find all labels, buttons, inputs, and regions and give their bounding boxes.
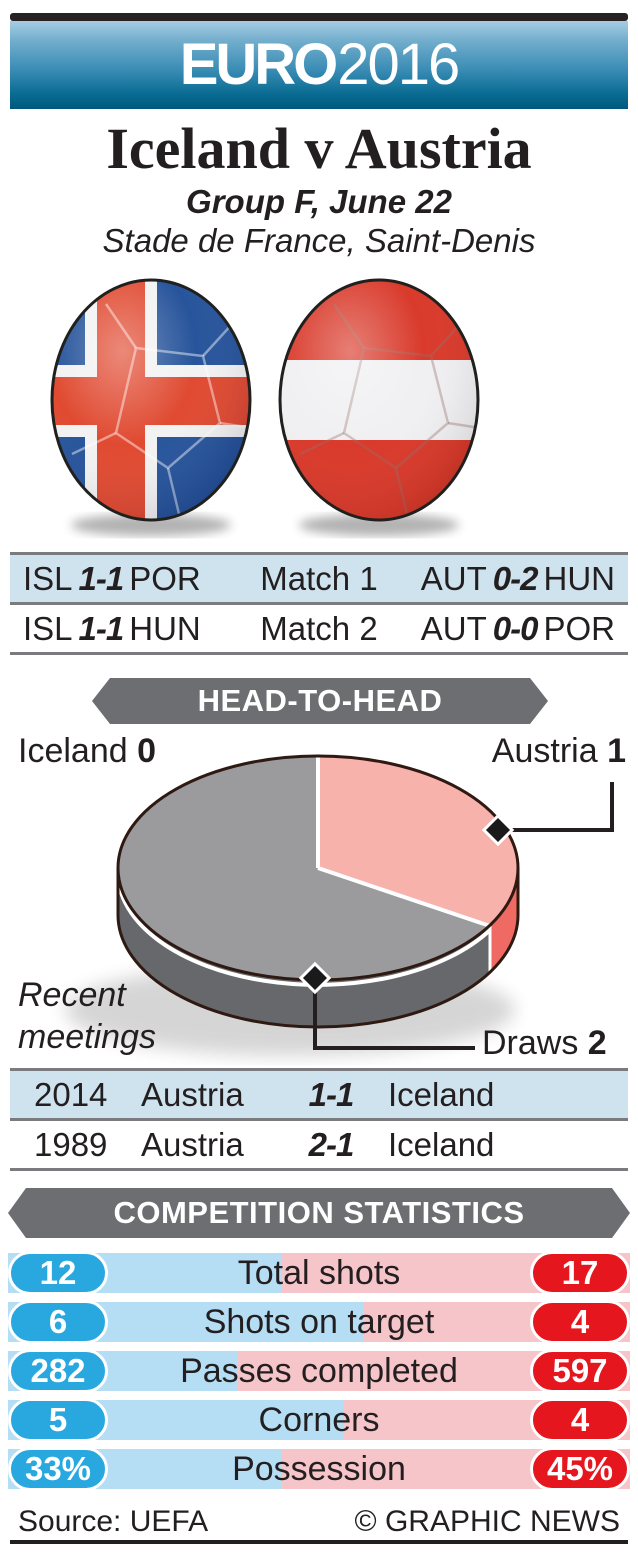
austria-stat-value: 45%: [530, 1447, 630, 1491]
recent-meetings-table: 2014 Austria 1-1 Iceland 1989 Austria 2-…: [10, 1068, 628, 1171]
meeting-away: Iceland: [388, 1125, 495, 1163]
iceland-wins-label: Iceland 0: [18, 732, 157, 770]
logo-euro-text: EURO: [179, 32, 339, 97]
austria-leader-line: [512, 782, 614, 832]
head-to-head-pie-chart: Iceland 0 Austria 1 Draws 2 Recent meeti…: [0, 728, 638, 1068]
meeting-score: 2-1: [308, 1125, 355, 1163]
draws-leader-line: [313, 984, 475, 1050]
table-row: 1989 Austria 2-1 Iceland: [10, 1118, 628, 1168]
stat-label: Shots on target: [203, 1303, 435, 1341]
stat-label: Total shots: [237, 1254, 401, 1292]
meeting-score: 1-1: [308, 1075, 355, 1113]
iceland-stat-value: 6: [8, 1300, 108, 1344]
ball-shadow: [71, 514, 231, 536]
bottom-rule: [10, 1540, 628, 1544]
page-title: Iceland v Austria: [106, 116, 532, 181]
match-label: Match 1: [260, 559, 378, 597]
iceland-stat-value: 5: [8, 1398, 108, 1442]
head-to-head-banner: HEAD-TO-HEAD: [92, 678, 548, 724]
euro2016-banner: EURO 2016: [10, 21, 628, 109]
austria-stat-value: 597: [530, 1349, 630, 1393]
stat-row-shots-on-target: Shots on target 6 4: [8, 1300, 630, 1344]
iceland-flag: [52, 280, 250, 520]
footer: Source: UEFA © GRAPHIC NEWS: [18, 1504, 620, 1540]
away-result: AUT 0-0 POR: [404, 610, 615, 648]
pie-slice-draws: [118, 756, 490, 980]
austria-stat-value: 4: [530, 1300, 630, 1344]
austria-stat-value: 17: [530, 1251, 630, 1295]
team-code: HUN: [129, 609, 201, 647]
stat-row-total-shots: Total shots 12 17: [8, 1251, 630, 1295]
meeting-away: Iceland: [388, 1075, 495, 1113]
team-code: POR: [129, 559, 201, 597]
stat-label: Possession: [232, 1450, 406, 1488]
ball-shadow: [299, 514, 459, 536]
table-row: 2014 Austria 1-1 Iceland: [10, 1071, 628, 1118]
team-code: AUT: [420, 609, 487, 647]
group-date-line: Group F, June 22: [186, 183, 452, 220]
competition-statistics-banner: COMPETITION STATISTICS: [8, 1188, 630, 1238]
score: 0-2: [492, 559, 539, 597]
table-row: ISL 1-1 HUN Match 2 AUT 0-0 POR: [10, 602, 628, 652]
team-code: HUN: [543, 559, 616, 597]
match-label: Match 2: [260, 609, 378, 647]
meeting-year: 2014: [34, 1075, 108, 1113]
logo-year-text: 2016: [337, 32, 460, 97]
team-code: AUT: [420, 559, 487, 597]
away-result: AUT 0-2 HUN: [404, 560, 615, 598]
top-black-bar: [10, 13, 628, 21]
stat-label: Corners: [258, 1401, 380, 1439]
score: 1-1: [78, 609, 125, 647]
venue-line: Stade de France, Saint-Denis: [102, 222, 536, 259]
score: 1-1: [78, 559, 125, 597]
iceland-stat-value: 12: [8, 1251, 108, 1295]
stat-row-corners: Corners 5 4: [8, 1398, 630, 1442]
meeting-home: Austria: [141, 1075, 244, 1113]
euro2016-logo: EURO 2016: [179, 21, 461, 109]
austria-flag-ball: [278, 278, 480, 536]
meeting-year: 1989: [34, 1125, 108, 1163]
draws-diamond-marker: [298, 961, 332, 995]
stat-label: Passes completed: [180, 1352, 458, 1390]
iceland-stat-value: 33%: [8, 1447, 108, 1491]
graphic-news-credit: © GRAPHIC NEWS: [354, 1505, 620, 1538]
austria-flag: [280, 280, 478, 520]
austria-diamond-marker: [481, 813, 515, 847]
stat-row-passes-completed: Passes completed 282 597: [8, 1349, 630, 1393]
team-code: ISL: [23, 609, 73, 647]
pie-side-draws: [117, 868, 490, 1028]
team-code: POR: [543, 609, 615, 647]
home-result: ISL 1-1 POR: [23, 560, 234, 598]
pie-svg: [65, 754, 614, 1056]
iceland-stat-value: 282: [8, 1349, 108, 1393]
table-row: ISL 1-1 POR Match 1 AUT 0-2 HUN: [10, 555, 628, 602]
iceland-flag-ball: [50, 278, 252, 536]
home-result: ISL 1-1 HUN: [23, 610, 234, 648]
meeting-home: Austria: [141, 1125, 244, 1163]
draws-label: Draws 2: [482, 1024, 607, 1062]
pie-side-austria: [490, 868, 519, 973]
score: 0-0: [492, 609, 539, 647]
recent-meetings-note: Recent meetings: [18, 976, 156, 1056]
team-code: ISL: [23, 559, 73, 597]
group-results-table: ISL 1-1 POR Match 1 AUT 0-2 HUN ISL 1-1 HUN Ma…: [10, 552, 628, 655]
stat-row-possession: Possession 33% 45%: [8, 1447, 630, 1491]
austria-stat-value: 4: [530, 1398, 630, 1442]
source-credit: Source: UEFA: [18, 1505, 209, 1538]
austria-wins-label: Austria 1: [491, 732, 626, 770]
